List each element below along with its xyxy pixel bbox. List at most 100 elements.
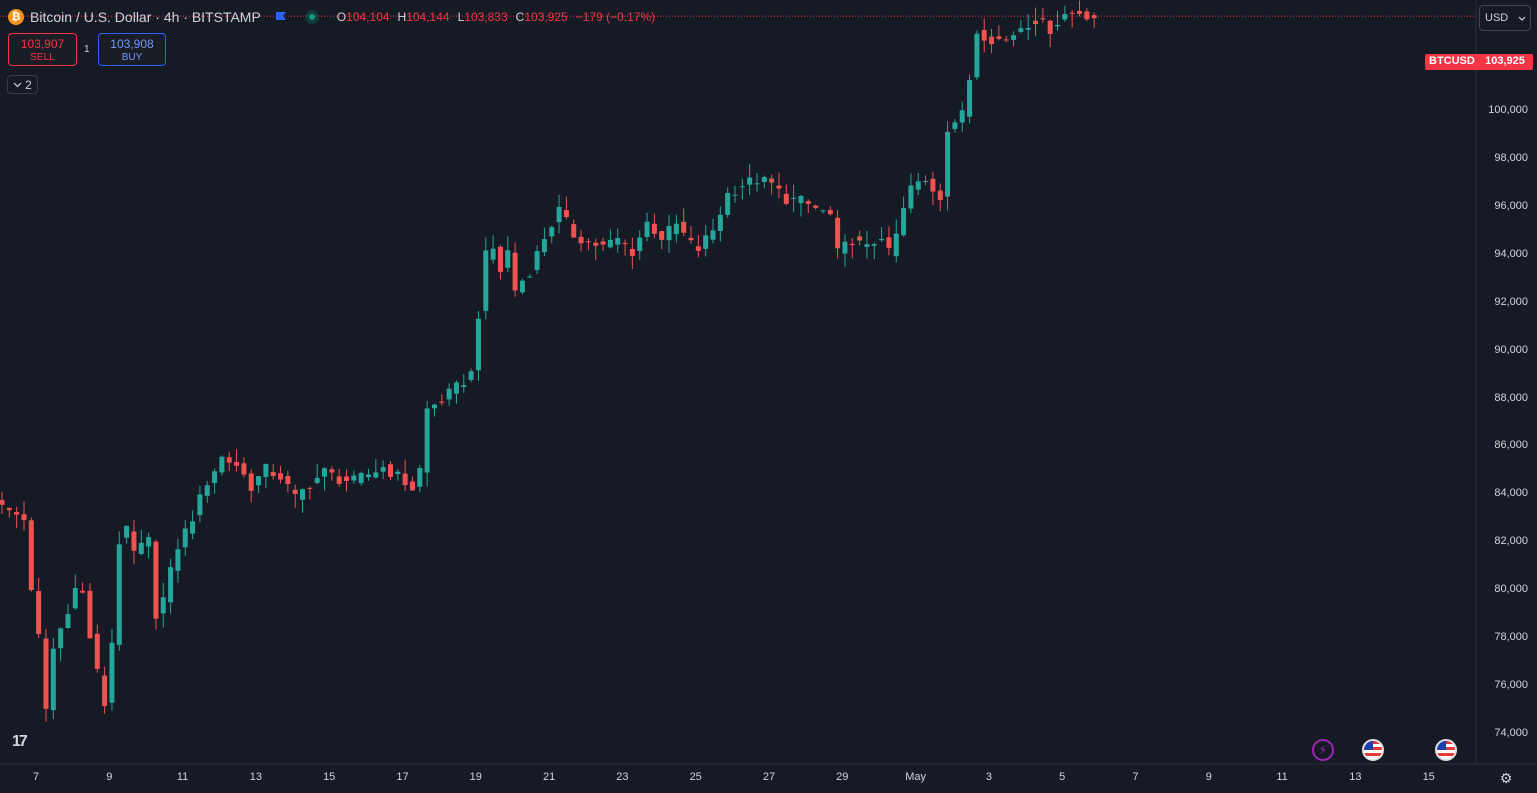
candle-body	[769, 178, 775, 183]
candle-body	[358, 472, 364, 484]
symbol-title[interactable]: Bitcoin / U.S. Dollar · 4h · BITSTAMP	[30, 9, 261, 25]
price-tick-label: 100,000	[1488, 104, 1528, 117]
candle-body	[475, 318, 481, 371]
candle-body	[373, 472, 379, 478]
bitcoin-logo: ₿	[8, 9, 24, 25]
candle-body	[585, 241, 591, 243]
indicators-toggle-button[interactable]: 2	[7, 75, 38, 94]
candle-body	[989, 36, 995, 45]
market-status-icon[interactable]	[304, 10, 319, 24]
candle-body	[409, 481, 415, 491]
time-tick-label: 15	[1422, 771, 1435, 783]
tradingview-logo[interactable]: 17	[12, 733, 28, 750]
candle-body	[930, 178, 936, 192]
candle-body	[871, 244, 877, 246]
candle-body	[300, 489, 306, 500]
time-tick-label: 13	[1349, 771, 1362, 783]
candle-body	[87, 590, 93, 639]
candle-body	[1018, 28, 1024, 32]
candle-body	[703, 235, 709, 249]
candle-body	[798, 195, 804, 204]
candle-body	[827, 209, 833, 215]
price-tick-label: 90,000	[1494, 343, 1528, 356]
candle-body	[138, 542, 144, 554]
flash-icon[interactable]: ⚡	[1312, 739, 1334, 761]
us-flag-icon[interactable]	[1362, 739, 1384, 761]
close-value: 103,925	[524, 10, 568, 24]
time-tick-label: 23	[616, 771, 629, 783]
candle-body	[813, 205, 819, 208]
price-tick-label: 76,000	[1494, 678, 1528, 691]
change-value: −179 (−0.17%)	[575, 10, 656, 24]
candle-body	[512, 252, 518, 291]
candle-body	[901, 207, 907, 236]
candle-body	[615, 238, 621, 245]
candle-body	[50, 648, 56, 711]
candle-body	[446, 388, 452, 400]
candle-body	[65, 614, 71, 629]
candle-body	[402, 473, 408, 486]
candle-body	[725, 192, 731, 215]
currency-selector[interactable]: USD	[1479, 5, 1531, 31]
candle-body	[6, 507, 12, 511]
time-axis[interactable]: 7 9 11 13 15 17 19 21 23 25 27 29 May 3 5 7 9 11 13 15	[0, 764, 1476, 793]
price-tick-label: 94,000	[1494, 247, 1528, 260]
candle-body	[483, 250, 489, 311]
last-price-tag: 103,925	[1477, 54, 1533, 70]
currency-label: USD	[1485, 12, 1509, 24]
candle-body	[124, 525, 130, 538]
candle-body	[519, 280, 525, 293]
time-tick-label: 9	[106, 771, 113, 783]
time-tick-label: 25	[689, 771, 702, 783]
candle-body	[754, 183, 760, 185]
candle-body	[263, 463, 269, 477]
candle-body	[842, 241, 848, 254]
time-tick-label: 27	[762, 771, 776, 783]
candle-body	[651, 223, 657, 234]
candle-body	[395, 471, 401, 475]
candle-body	[109, 642, 115, 703]
candle-body	[937, 190, 943, 201]
open-value: 104,104	[346, 10, 390, 24]
flag-icon[interactable]	[275, 11, 287, 23]
candle-body	[541, 239, 547, 253]
candle-body	[94, 633, 100, 669]
candle-body	[505, 250, 511, 268]
gear-icon[interactable]: ⚙	[1499, 769, 1513, 786]
sell-button[interactable]: 103,907 SELL	[8, 33, 77, 66]
candle-body	[336, 476, 342, 484]
candle-body	[146, 537, 152, 547]
candle-body	[1011, 35, 1017, 40]
candle-body	[659, 231, 665, 240]
candle-body	[1077, 10, 1083, 14]
candle-body	[322, 468, 328, 477]
symbol-price-tag: BTCUSD	[1425, 54, 1479, 70]
candle-body	[534, 251, 540, 270]
candle-body	[600, 241, 606, 245]
candle-body	[461, 385, 467, 388]
candle-body	[1040, 18, 1046, 20]
candle-body	[967, 80, 973, 117]
candle-body	[14, 511, 20, 515]
candle-body	[1062, 14, 1068, 20]
candle-body	[981, 29, 987, 41]
candlestick-series	[0, 0, 1097, 722]
price-tick-label: 78,000	[1494, 631, 1528, 644]
candle-body	[380, 467, 386, 472]
candle-body	[175, 549, 181, 571]
candle-body	[160, 597, 166, 614]
price-axis[interactable]: 74,000 76,000 78,000 80,000 82,000 84,000 86,0…	[1476, 0, 1537, 763]
candle-body	[996, 36, 1002, 39]
sell-label: SELL	[30, 52, 55, 63]
candle-body	[153, 541, 159, 619]
candle-body	[607, 239, 613, 248]
candle-body	[549, 227, 555, 237]
candle-body	[593, 242, 599, 246]
candle-body	[1084, 11, 1090, 20]
buy-button[interactable]: 103,908 BUY	[98, 33, 166, 66]
us-flag-icon[interactable]	[1435, 739, 1457, 761]
price-tick-label: 86,000	[1494, 439, 1528, 452]
candle-body	[314, 477, 320, 483]
candle-body	[915, 181, 921, 190]
